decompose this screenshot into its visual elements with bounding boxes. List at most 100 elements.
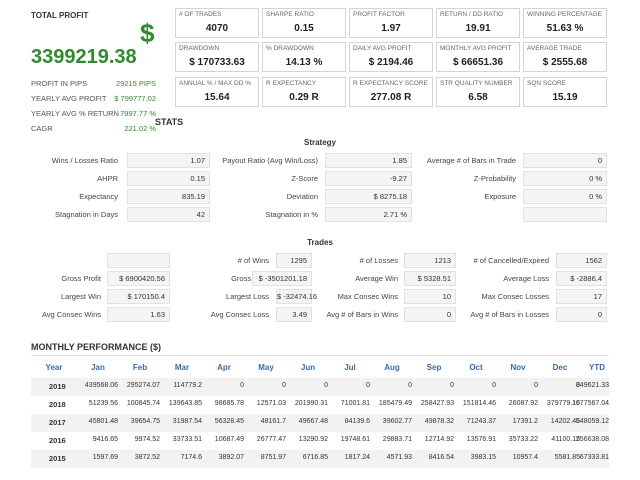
table-header: Feb xyxy=(132,363,148,372)
month-cell: 12714.92 xyxy=(424,436,454,443)
table-header: May xyxy=(258,363,274,372)
strategy-label: Z-Score xyxy=(291,174,318,183)
card-drawdown: DRAWDOWN $ 170733.63 xyxy=(175,42,259,72)
trades-title: Trades xyxy=(307,238,333,247)
trades-value: 3.49 xyxy=(276,307,312,322)
month-cell: 14202.46 xyxy=(550,418,580,425)
card-r-expectancy-score: R EXPECTANCY SCORE 277.08 R xyxy=(349,77,433,107)
strategy-label: Expectancy xyxy=(79,192,118,201)
card-sharpe-ratio: SHARPE RATIO 0.15 xyxy=(262,8,346,38)
card-value: 6.58 xyxy=(468,92,488,103)
dollar-icon: $ xyxy=(140,18,155,48)
card-label: MONTHLY AVG PROFIT xyxy=(440,45,512,52)
table-row: 2017 45801.48 39654.75 31987.54 56328.45 4816… xyxy=(31,414,609,432)
card-value: 15.19 xyxy=(552,92,578,103)
ytd-cell: 1677567.04 xyxy=(572,400,609,407)
trades-label: Largest Loss xyxy=(226,292,269,301)
card-sqn-score: SQN SCORE 15.19 xyxy=(523,77,607,107)
table-row: 2018 51239.56 100845.74 139643.85 98685.78 12… xyxy=(31,396,609,414)
month-cell: 3872.52 xyxy=(134,454,160,461)
month-cell: 100845.74 xyxy=(126,400,160,407)
month-cell: 8751.97 xyxy=(260,454,286,461)
card-value: 0.29 R xyxy=(289,92,319,103)
trades-value xyxy=(107,253,170,268)
strategy-label: Stagnation in Days xyxy=(55,210,118,219)
month-cell: 35733.22 xyxy=(508,436,538,443)
month-cell: 0 xyxy=(534,382,538,389)
card-r-expectancy: R EXPECTANCY 0.29 R xyxy=(262,77,346,107)
trades-value: 0 xyxy=(556,307,607,322)
strategy-label: Exposure xyxy=(484,192,516,201)
card-label: ANNUAL % / MAX DD % xyxy=(179,80,251,87)
card-label: DRAWDOWN xyxy=(179,45,220,52)
ytd-cell: 849621.33 xyxy=(575,382,609,389)
stat-label: YEARLY AVG % RETURN xyxy=(31,109,119,118)
strategy-label: Payout Ratio (Avg Win/Loss) xyxy=(222,156,318,165)
card-value: 277.08 R xyxy=(370,92,412,103)
month-cell: 17391.2 xyxy=(512,418,538,425)
month-cell: 12571.03 xyxy=(256,400,286,407)
month-cell: 29883.71 xyxy=(382,436,412,443)
card-value: $ 66651.36 xyxy=(452,57,504,68)
trades-value: 1295 xyxy=(276,253,312,268)
strategy-label: Stagnation in % xyxy=(265,210,318,219)
month-cell: 31987.54 xyxy=(172,418,202,425)
table-header: Year xyxy=(45,363,63,372)
trades-label: Gross Loss xyxy=(231,274,269,283)
trades-label: Average Loss xyxy=(503,274,549,283)
month-cell: 19748.61 xyxy=(340,436,370,443)
month-cell: 3983.15 xyxy=(470,454,496,461)
card-average-trade: AVERAGE TRADE $ 2555.68 xyxy=(523,42,607,72)
card-value: $ 2194.46 xyxy=(368,57,414,68)
month-cell: 13290.92 xyxy=(298,436,328,443)
month-cell: 1597.69 xyxy=(92,454,118,461)
month-cell: 8416.54 xyxy=(428,454,454,461)
card-value: 51.63 % xyxy=(546,23,584,34)
card-profit-factor: PROFIT FACTOR 1.97 xyxy=(349,8,433,38)
table-header: Jun xyxy=(300,363,316,372)
month-cell: 98685.78 xyxy=(214,400,244,407)
month-cell: 71001.81 xyxy=(340,400,370,407)
card-label: AVERAGE TRADE xyxy=(527,45,582,52)
card-label: # OF TRADES xyxy=(179,11,222,18)
month-cell: 39602.77 xyxy=(382,418,412,425)
card-label: R EXPECTANCY SCORE xyxy=(353,80,428,87)
strategy-value: 0.15 xyxy=(127,171,210,186)
trades-value: 1562 xyxy=(556,253,607,268)
month-cell: 84139.6 xyxy=(344,418,370,425)
month-cell: 5581.85 xyxy=(554,454,580,461)
strategy-value: $ 8275.18 xyxy=(325,189,412,204)
month-cell: 0 xyxy=(366,382,370,389)
strategy-value: 0 % xyxy=(523,189,607,204)
month-cell: 0 xyxy=(324,382,328,389)
table-header: Dec xyxy=(552,363,568,372)
month-cell: 33733.51 xyxy=(172,436,202,443)
month-cell: 10957.4 xyxy=(512,454,538,461)
trades-label: Average Win xyxy=(355,274,398,283)
stat-label: YEARLY AVG PROFIT xyxy=(31,94,107,103)
card-value: 1.97 xyxy=(381,23,401,34)
month-cell: 49878.32 xyxy=(424,418,454,425)
card-label: R EXPECTANCY xyxy=(266,80,317,87)
card-label: SQN SCORE xyxy=(527,80,567,87)
stat-value: 29215 PIPS xyxy=(115,79,156,88)
month-cell: 0 xyxy=(576,382,580,389)
strategy-label: Wins / Losses Ratio xyxy=(51,156,118,165)
year-cell: 2015 xyxy=(49,454,66,463)
month-cell: 26087.92 xyxy=(508,400,538,407)
month-cell: 185479.49 xyxy=(378,400,412,407)
trades-label: Avg # of Bars in Losses xyxy=(470,310,549,319)
table-header: Mar xyxy=(174,363,190,372)
card-value: 4070 xyxy=(205,23,229,34)
month-cell: 48161.7 xyxy=(260,418,286,425)
total-profit-value: 3399219.38 xyxy=(31,46,137,68)
table-header: Sep xyxy=(426,363,442,372)
month-cell: 114779.2 xyxy=(173,382,202,389)
card-trades: # OF TRADES 4070 xyxy=(175,8,259,38)
table-row: 2015 1597.69 3872.52 7174.6 3892.07 8751.97 67… xyxy=(31,450,609,468)
table-header: Aug xyxy=(384,363,400,372)
trades-value: 1213 xyxy=(404,253,456,268)
trades-value: 1.63 xyxy=(107,307,170,322)
card-label: RETURN / DD RATIO xyxy=(440,11,504,18)
table-header: YTD xyxy=(589,363,605,372)
